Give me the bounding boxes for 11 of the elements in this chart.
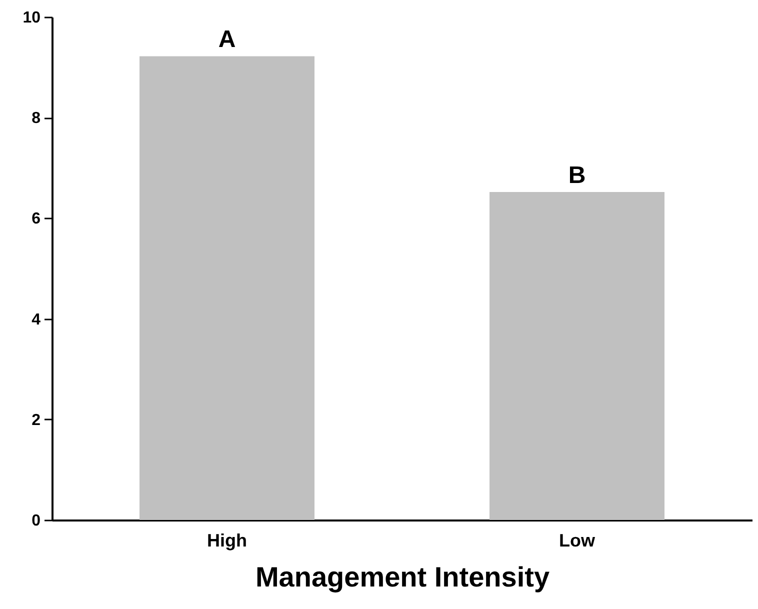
annotation: A bbox=[218, 26, 236, 54]
x-tick-label: High bbox=[207, 530, 247, 550]
y-tick-label: 0 bbox=[32, 512, 41, 530]
y-tick-label: 2 bbox=[32, 412, 41, 429]
y-tick-label: 6 bbox=[32, 210, 41, 228]
x-axis-title: Management Intensity bbox=[255, 562, 550, 592]
annotation: B bbox=[568, 162, 586, 190]
x-tick-label: Low bbox=[559, 530, 596, 550]
y-tick-label: 4 bbox=[32, 311, 41, 328]
y-tick-label: 8 bbox=[32, 110, 41, 128]
y-tick-label: 10 bbox=[22, 10, 41, 26]
